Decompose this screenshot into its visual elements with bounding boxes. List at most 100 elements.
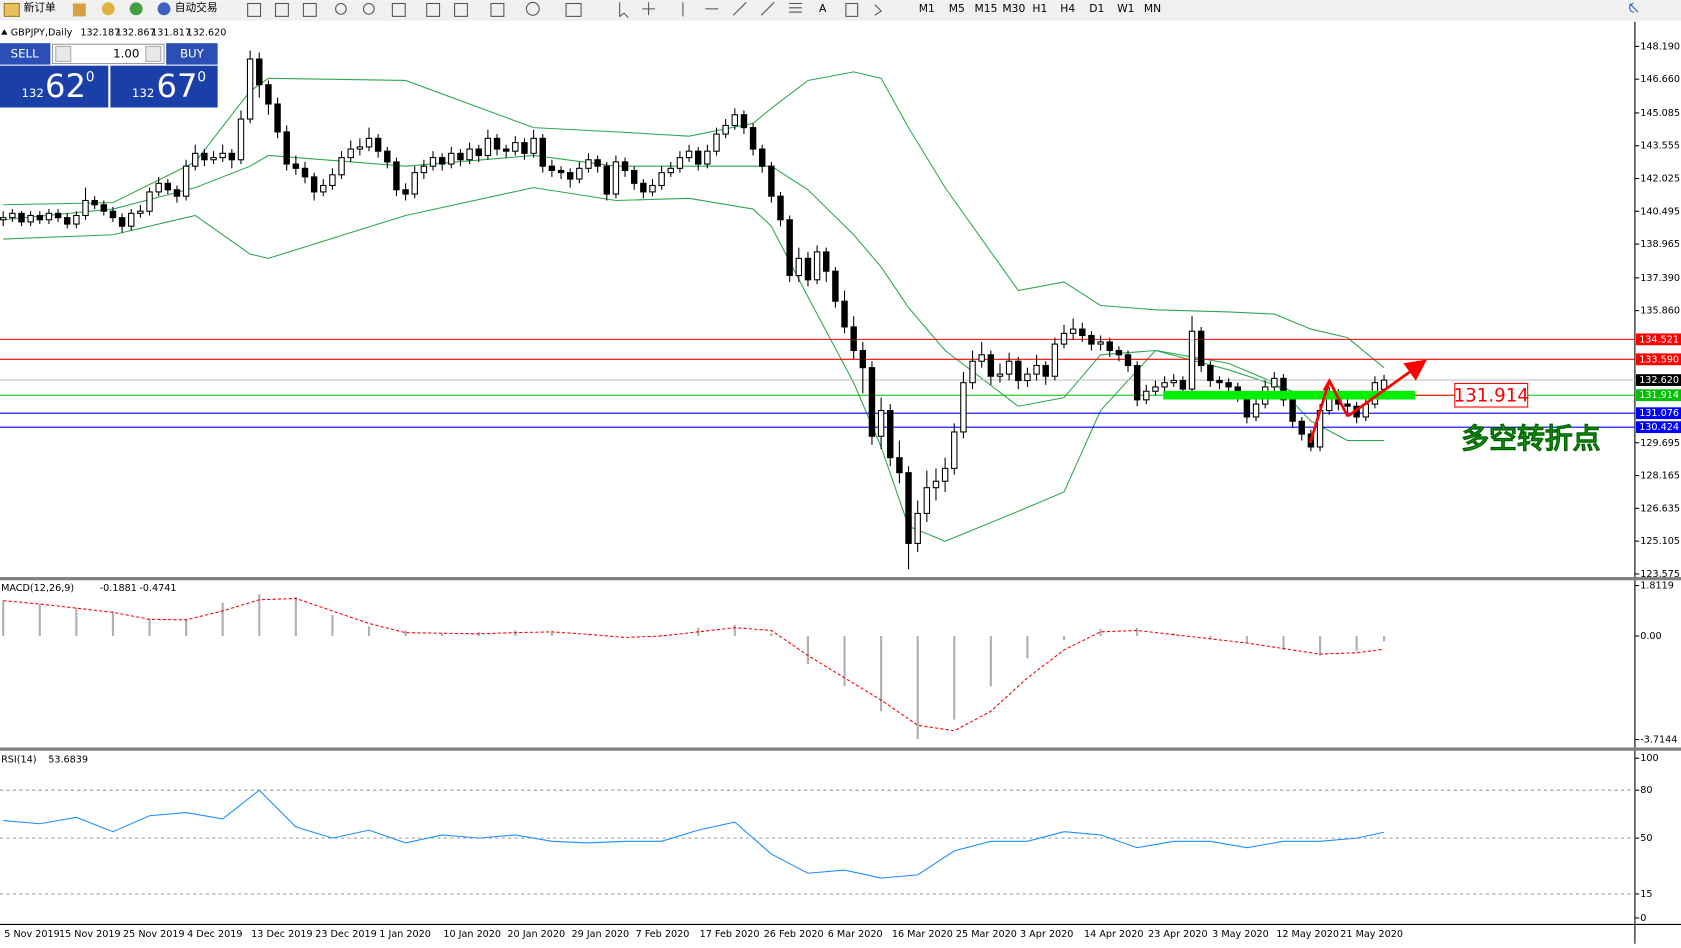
y-tick-label: 128.165: [1640, 471, 1680, 482]
y-tick-label: 143.555: [1640, 141, 1680, 152]
candle-body: [676, 157, 684, 169]
candle-body: [356, 146, 364, 150]
candle-body: [978, 354, 985, 362]
candle-body: [265, 84, 272, 105]
candle-body: [484, 137, 492, 157]
candle-body: [82, 199, 89, 217]
toolbar-icon[interactable]: [72, 3, 86, 17]
candle-body: [1280, 377, 1287, 401]
candle-body: [1143, 390, 1150, 401]
y-tick-label: 138.965: [1640, 239, 1680, 250]
timeframe-button[interactable]: M5: [949, 2, 965, 15]
timeframe-button[interactable]: MN: [1144, 2, 1161, 15]
price-label: 131.076: [1639, 408, 1679, 419]
y-tick-label: 50: [1640, 833, 1652, 844]
timeframe-button[interactable]: D1: [1089, 2, 1104, 15]
candle-body: [384, 150, 391, 163]
candle-body: [237, 118, 245, 161]
hand-drawn-arrow: [1308, 363, 1423, 444]
timeframe-button[interactable]: W1: [1117, 2, 1134, 15]
timeframe-button[interactable]: M1: [919, 2, 935, 15]
auto-trading-button[interactable]: 自动交易: [175, 1, 218, 14]
candle-body: [274, 103, 281, 133]
candle-body: [1289, 399, 1296, 422]
timeframe-button[interactable]: M30: [1002, 2, 1025, 15]
timeframe-button[interactable]: M15: [975, 2, 998, 15]
candle-body: [164, 182, 172, 191]
ask-big: 132: [132, 86, 155, 100]
candle-body: [1216, 379, 1223, 384]
x-tick-label: 5 Nov 2019: [4, 929, 60, 940]
y-tick-label: 145.085: [1640, 108, 1680, 119]
y-tick-label: 135.860: [1640, 306, 1680, 317]
candle-body: [100, 204, 108, 212]
candle-body: [850, 326, 857, 352]
x-tick-label: 3 May 2020: [1212, 929, 1269, 940]
candle-body: [1097, 341, 1104, 345]
toolbar-icon-text[interactable]: A: [819, 2, 827, 15]
candle-body: [438, 157, 446, 165]
candle-body: [246, 58, 254, 120]
search-icon[interactable]: [1629, 2, 1639, 13]
x-tick-label: 15 Nov 2019: [59, 929, 121, 940]
candle-body: [475, 148, 482, 157]
candle-body: [1060, 332, 1068, 345]
x-tick-label: 6 Mar 2020: [828, 929, 883, 940]
candle-body: [283, 131, 290, 165]
indicator-value: -0.1881: [100, 583, 137, 594]
toolbar: [0, 0, 1681, 21]
y-tick-label: 0.00: [1640, 631, 1661, 642]
timeframe-button[interactable]: H4: [1060, 2, 1075, 15]
candle-body: [731, 114, 739, 127]
price-label-box: [1635, 353, 1681, 366]
candle-body: [155, 182, 162, 193]
ask-sup: 0: [197, 69, 206, 85]
candle-body: [804, 257, 812, 281]
candle-body: [841, 300, 848, 328]
annotation-box: [1454, 382, 1529, 408]
candle-body: [320, 184, 327, 193]
candle-body: [1115, 349, 1123, 356]
candle-body: [539, 137, 546, 167]
candle-body: [1161, 382, 1168, 388]
price-label: 132.620: [1639, 375, 1679, 386]
x-tick-label: 25 Mar 2020: [956, 929, 1017, 940]
candle-body: [530, 137, 537, 154]
title-arrow: [1, 29, 8, 35]
volume-up[interactable]: [145, 45, 162, 62]
x-tick-label: 29 Jan 2020: [571, 929, 629, 940]
candle-body: [1197, 330, 1205, 367]
x-tick-label: 23 Dec 2019: [315, 929, 377, 940]
candle-body: [36, 214, 44, 221]
ask-box[interactable]: [110, 65, 218, 108]
volume-down[interactable]: [55, 45, 72, 62]
candle-body: [823, 251, 830, 272]
y-tick-label: 137.390: [1640, 273, 1680, 284]
x-tick-label: 10 Jan 2020: [443, 929, 501, 940]
auto-trading-icon[interactable]: [157, 2, 171, 16]
y-tick-label: 15: [1640, 889, 1652, 900]
toolbar-icon[interactable]: [129, 2, 143, 16]
x-tick-label: 26 Feb 2020: [764, 929, 824, 940]
toolbar-icon[interactable]: [101, 2, 115, 16]
sell-button[interactable]: [0, 43, 51, 65]
price-label-box: [1635, 389, 1681, 402]
macd-panel: MACD(12,26,9) -0.1881 -0.4741 1.8119 0.00 -3.…: [1, 581, 1677, 746]
timeframe-button[interactable]: H1: [1032, 2, 1047, 15]
buy-label[interactable]: BUY: [180, 46, 205, 60]
panel-separator: [0, 577, 1681, 581]
volume-input[interactable]: [51, 43, 165, 65]
candle-body: [411, 172, 418, 195]
ask-main: 67: [157, 67, 198, 105]
new-order-icon[interactable]: [3, 2, 20, 17]
candle-body: [658, 172, 665, 187]
new-order-button[interactable]: 新订单: [24, 1, 56, 14]
bid-box[interactable]: [0, 65, 109, 108]
buy-button[interactable]: [166, 43, 218, 65]
candle-body: [347, 148, 354, 159]
sell-label[interactable]: SELL: [11, 46, 39, 60]
volume-value[interactable]: 1.00: [113, 46, 139, 60]
candle-body: [192, 152, 199, 167]
candle-body: [630, 169, 638, 184]
candle-body: [429, 157, 437, 167]
